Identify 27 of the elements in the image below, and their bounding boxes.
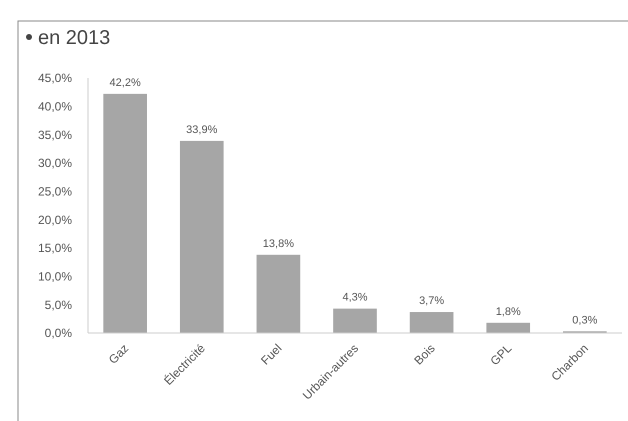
y-tick-label: 0,0% — [44, 326, 72, 340]
data-label: 4,3% — [342, 292, 368, 304]
y-tick-label: 30,0% — [38, 156, 72, 170]
bar — [333, 308, 377, 333]
y-tick-label: 45,0% — [38, 71, 72, 86]
bar — [180, 140, 224, 333]
y-tick-label: 5,0% — [44, 298, 72, 312]
chart-title: en 2013 — [38, 27, 110, 49]
x-tick-label: GPL — [487, 340, 515, 368]
bar — [103, 94, 147, 333]
y-tick-label: 25,0% — [38, 184, 72, 199]
y-tick-label: 20,0% — [38, 212, 72, 227]
data-label: 0,3% — [572, 314, 598, 326]
x-tick-label: Bois — [411, 341, 438, 368]
x-tick-label: Gaz — [106, 341, 132, 367]
y-tick-label: 10,0% — [38, 270, 72, 284]
data-label: 3,7% — [419, 295, 444, 308]
bar — [486, 322, 530, 333]
data-label: 1,8% — [496, 306, 521, 318]
y-tick-label: 15,0% — [38, 241, 72, 256]
y-tick-label: 40,0% — [38, 100, 72, 114]
bar — [410, 312, 454, 333]
data-label: 13,8% — [262, 238, 294, 250]
data-label: 42,2% — [110, 76, 141, 89]
data-label: 33,9% — [186, 124, 218, 136]
y-tick-label: 35,0% — [38, 128, 72, 142]
bar — [256, 254, 300, 333]
